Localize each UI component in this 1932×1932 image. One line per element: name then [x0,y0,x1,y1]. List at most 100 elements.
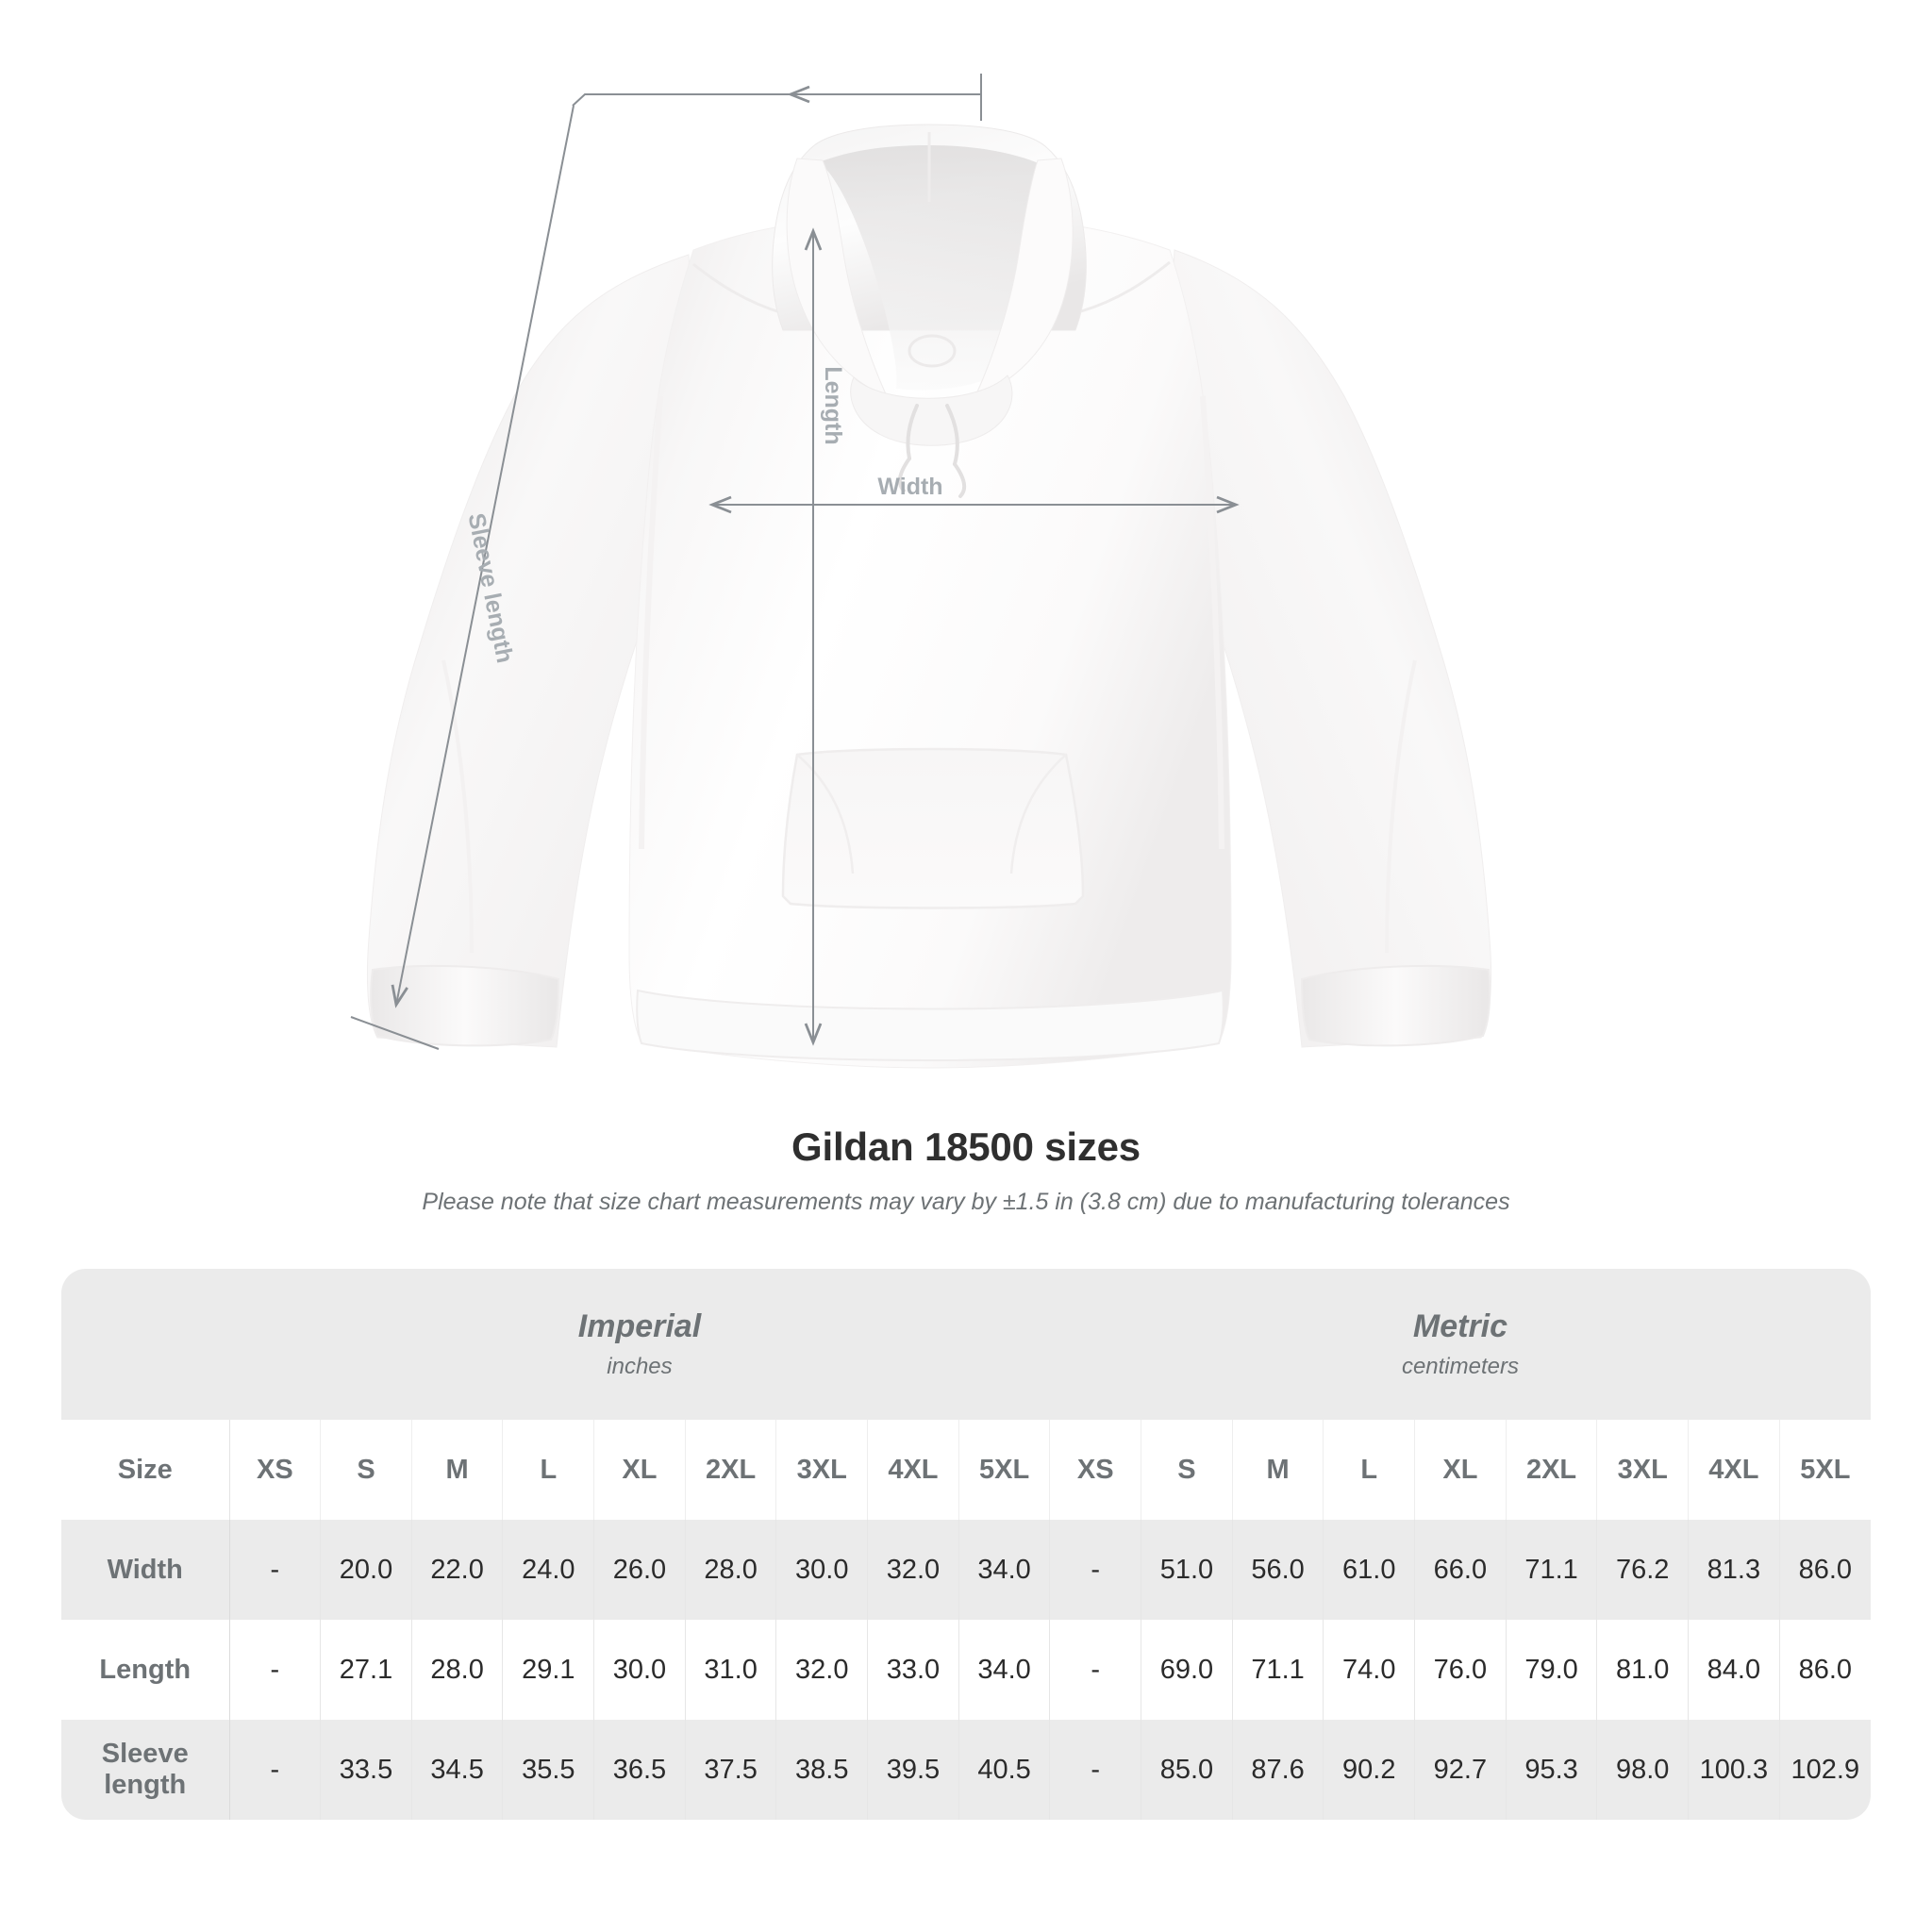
title-block: Gildan 18500 sizes Please note that size… [0,1124,1932,1216]
cell-imperial-sleeve-length-l: 35.5 [502,1720,595,1820]
cell-imperial-length-l: 29.1 [502,1620,595,1720]
row-label-sleeve-length: Sleeve length [61,1720,230,1820]
page-title: Gildan 18500 sizes [791,1124,1141,1169]
size-table: Imperial inches Metric centimeters Size XS S M L… [61,1269,1871,1820]
measurement-lines [350,74,1240,1050]
cell-imperial-width-m: 22.0 [411,1520,504,1620]
cell-imperial-length-2xl: 31.0 [685,1620,777,1720]
size-header-metric-2xl: 2XL [1506,1420,1598,1520]
cell-metric-sleeve-length-xl: 92.7 [1414,1720,1507,1820]
cell-metric-width-xs: - [1049,1520,1142,1620]
size-header-imperial-xs: XS [229,1420,322,1520]
cell-metric-sleeve-length-4xl: 100.3 [1688,1720,1780,1820]
cell-metric-sleeve-length-3xl: 98.0 [1596,1720,1690,1820]
cell-imperial-width-xl: 26.0 [593,1520,686,1620]
cell-imperial-sleeve-length-m: 34.5 [411,1720,504,1820]
row-label-length: Length [61,1620,230,1720]
cell-metric-width-s: 51.0 [1141,1520,1233,1620]
size-header-imperial-xl: XL [593,1420,686,1520]
cell-imperial-length-xl: 30.0 [593,1620,686,1720]
size-header-row: Size XS S M L XL 2XL 3XL 4XL 5XL XS S M L XL 2XL 3XL 4XL 5… [61,1420,1871,1520]
cell-imperial-sleeve-length-xl: 36.5 [593,1720,686,1820]
unit-header-spacer [61,1269,229,1420]
cell-metric-width-4xl: 81.3 [1688,1520,1780,1620]
sleeve-bottom-tick [350,1016,440,1050]
cell-imperial-width-s: 20.0 [320,1520,412,1620]
cell-metric-width-3xl: 76.2 [1596,1520,1690,1620]
cell-imperial-sleeve-length-3xl: 38.5 [775,1720,869,1820]
cell-metric-sleeve-length-m: 87.6 [1232,1720,1324,1820]
cell-metric-length-5xl: 86.0 [1779,1620,1871,1720]
size-header-imperial-m: M [411,1420,504,1520]
cell-metric-sleeve-length-l: 90.2 [1323,1720,1416,1820]
cell-metric-length-l: 74.0 [1323,1620,1416,1720]
cell-metric-width-l: 61.0 [1323,1520,1416,1620]
table-row: Length -27.1 28.0 29.1 30.0 31.0 32.0 33.0 34.0-… [61,1620,1871,1720]
cell-metric-length-s: 69.0 [1141,1620,1233,1720]
cell-imperial-sleeve-length-2xl: 37.5 [685,1720,777,1820]
cell-metric-length-2xl: 79.0 [1506,1620,1598,1720]
cell-metric-length-xl: 76.0 [1414,1620,1507,1720]
cell-imperial-length-s: 27.1 [320,1620,412,1720]
hoodie-illustration [367,124,1491,1069]
cell-imperial-length-xs: - [229,1620,322,1720]
cell-imperial-width-2xl: 28.0 [685,1520,777,1620]
cell-metric-width-2xl: 71.1 [1506,1520,1598,1620]
size-header-label: Size [61,1420,230,1520]
length-label: Length [820,366,846,444]
size-header-imperial-l: L [502,1420,595,1520]
table-row: Width -20.0 22.0 24.0 26.0 28.0 30.0 32.0 34.0-5… [61,1520,1871,1620]
size-header-imperial-2xl: 2XL [685,1420,777,1520]
size-header-metric-l: L [1323,1420,1416,1520]
cell-metric-width-m: 56.0 [1232,1520,1324,1620]
cell-imperial-length-m: 28.0 [411,1620,504,1720]
cell-imperial-width-5xl: 34.0 [958,1520,1051,1620]
unit-header-row: Imperial inches Metric centimeters [61,1269,1871,1420]
cell-imperial-sleeve-length-s: 33.5 [320,1720,412,1820]
cell-imperial-sleeve-length-4xl: 39.5 [867,1720,959,1820]
cell-imperial-sleeve-length-5xl: 40.5 [958,1720,1051,1820]
cell-metric-sleeve-length-2xl: 95.3 [1506,1720,1598,1820]
size-header-imperial-3xl: 3XL [775,1420,869,1520]
tolerance-note: Please note that size chart measurements… [422,1189,1510,1215]
unit-header-imperial: Imperial inches [229,1269,1050,1420]
cell-metric-sleeve-length-xs: - [1049,1720,1142,1820]
cell-imperial-length-3xl: 32.0 [775,1620,869,1720]
width-label: Width [877,474,942,500]
unit-name: Metric [1412,1308,1508,1345]
unit-name: Imperial [577,1308,702,1345]
table-row: Sleeve length -33.5 34.5 35.5 36.5 37.5 38.5 39… [61,1720,1871,1820]
size-header-metric-s: S [1141,1420,1233,1520]
cell-metric-width-5xl: 86.0 [1779,1520,1871,1620]
cell-imperial-width-l: 24.0 [502,1520,595,1620]
cell-metric-length-4xl: 84.0 [1688,1620,1780,1720]
sleeve-diagonal [391,105,575,1008]
size-header-imperial-4xl: 4XL [867,1420,959,1520]
cell-metric-width-xl: 66.0 [1414,1520,1507,1620]
cell-metric-length-m: 71.1 [1232,1620,1324,1720]
cell-imperial-length-5xl: 34.0 [958,1620,1051,1720]
sleeve-leader-top [572,93,791,107]
cell-imperial-width-xs: - [229,1520,322,1620]
size-header-metric-3xl: 3XL [1596,1420,1690,1520]
unit-header-metric: Metric centimeters [1049,1269,1871,1420]
cell-imperial-width-4xl: 32.0 [867,1520,959,1620]
cell-imperial-width-3xl: 30.0 [775,1520,869,1620]
cell-metric-length-xs: - [1049,1620,1142,1720]
cell-metric-sleeve-length-s: 85.0 [1141,1720,1233,1820]
cell-imperial-sleeve-length-xs: - [229,1720,322,1820]
unit-subtitle: centimeters [1401,1353,1519,1379]
size-table-container: Imperial inches Metric centimeters Size XS S M L… [61,1269,1871,1820]
cell-metric-length-3xl: 81.0 [1596,1620,1690,1720]
unit-subtitle: inches [607,1353,673,1379]
size-header-metric-xs: XS [1049,1420,1142,1520]
row-label-width: Width [61,1520,230,1620]
size-header-metric-4xl: 4XL [1688,1420,1780,1520]
size-header-imperial-s: S [320,1420,412,1520]
size-header-metric-m: M [1232,1420,1324,1520]
size-header-imperial-5xl: 5XL [958,1420,1051,1520]
size-header-metric-xl: XL [1414,1420,1507,1520]
cell-imperial-length-4xl: 33.0 [867,1620,959,1720]
garment-diagram: Length Width Sleeve length [350,74,1491,1069]
